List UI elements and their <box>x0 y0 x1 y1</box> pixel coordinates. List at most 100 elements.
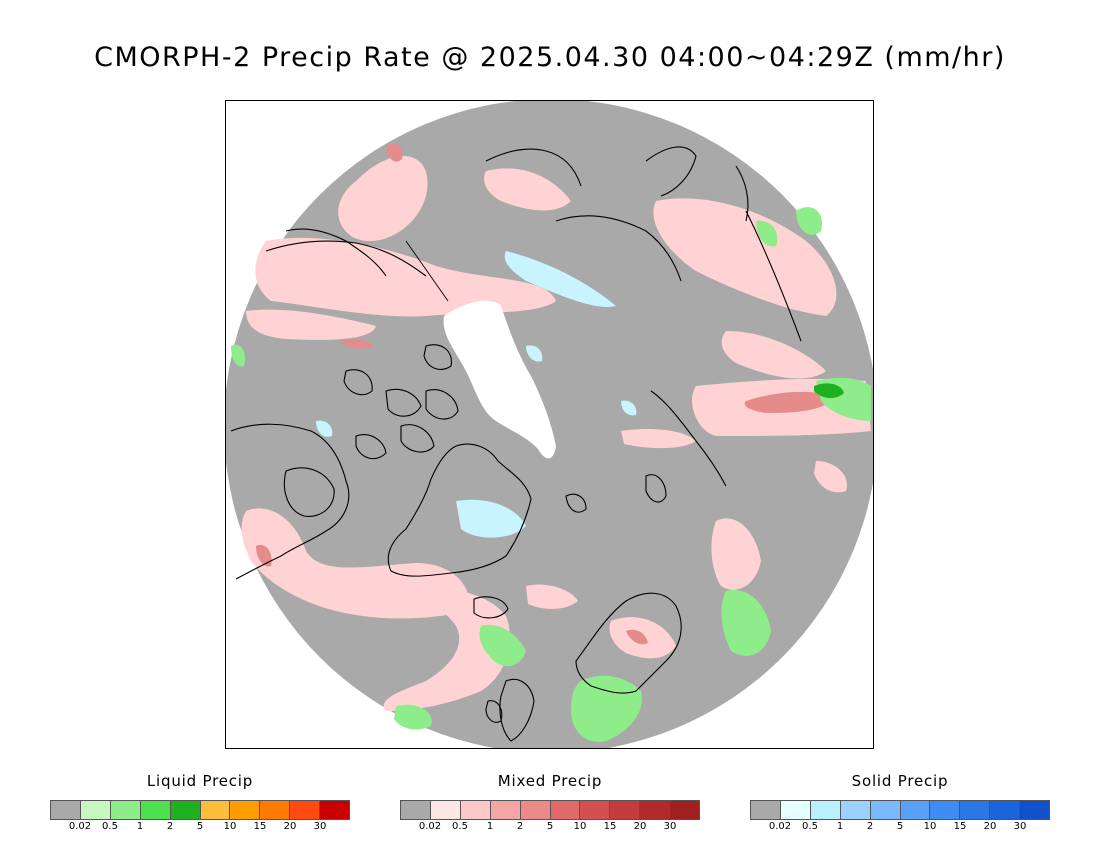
coastlines <box>230 146 802 742</box>
precip-region <box>721 590 771 656</box>
legend-swatch <box>51 801 81 819</box>
coastline-svalbard <box>565 493 587 513</box>
legend-swatch <box>960 801 991 819</box>
precip-region <box>653 198 837 316</box>
legend-tick-label: 5 <box>196 821 204 832</box>
legend-swatch <box>930 801 961 819</box>
precip-region <box>246 309 376 340</box>
legend-swatch <box>430 801 461 819</box>
precip-map <box>226 101 873 748</box>
no-data-area <box>443 300 556 459</box>
coastline-north-america <box>265 240 427 277</box>
legend-swatch <box>580 801 611 819</box>
legend-swatch <box>870 801 901 819</box>
coastline-britain <box>499 678 535 742</box>
precip-region <box>504 251 616 307</box>
legend-tick-label: 15 <box>603 821 617 832</box>
legend-tick-label: 30 <box>1013 821 1027 832</box>
legend-colorbar <box>750 800 1050 820</box>
mixed-precip-areas <box>241 155 871 711</box>
legend-tick-label: 0.5 <box>802 821 818 832</box>
legend-tick-label: 2 <box>166 821 174 832</box>
legend-swatch <box>640 801 671 819</box>
precip-region <box>721 331 826 379</box>
precip-region <box>814 461 847 493</box>
precip-region <box>526 584 578 609</box>
precip-region <box>256 544 272 567</box>
legend-swatch <box>990 801 1021 819</box>
coastline-island <box>385 388 422 417</box>
legend-swatch <box>751 801 781 819</box>
legend-tick-label: 0.5 <box>102 821 118 832</box>
legend-tick-label: 20 <box>633 821 647 832</box>
legend-title: Mixed Precip <box>497 772 603 790</box>
legend-tick-label: 5 <box>896 821 904 832</box>
legend-tick-label: 0.5 <box>452 821 468 832</box>
legend-swatch <box>900 801 931 819</box>
legend-swatch <box>550 801 581 819</box>
precip-region <box>571 675 642 742</box>
legend-tick-label: 2 <box>866 821 874 832</box>
legend-swatch <box>200 801 231 819</box>
legend-swatch <box>401 801 431 819</box>
legend-swatch <box>320 801 350 819</box>
solid-precip-areas <box>316 251 637 538</box>
precip-region <box>711 518 761 590</box>
coastline-scandinavia <box>575 592 682 694</box>
liquid-precip-heavy <box>814 383 844 399</box>
legend-swatch <box>1020 801 1050 819</box>
mixed-precip-heavy <box>256 143 836 645</box>
legend-swatch <box>520 801 551 819</box>
legend-swatch <box>460 801 491 819</box>
legend-swatch <box>260 801 291 819</box>
legend-mixed: Mixed Precip 0.02 0.5 1 2 5 10 15 20 30 <box>400 772 700 835</box>
legend-tick-label: 1 <box>836 821 844 832</box>
legend-tick-label: 0.02 <box>68 821 92 832</box>
legend-tick-label: 10 <box>223 821 237 832</box>
precip-region <box>338 155 428 242</box>
coastline-island <box>355 434 387 460</box>
precip-region <box>255 237 556 317</box>
legend-tick-label: 2 <box>516 821 524 832</box>
legend-ticks: 0.02 0.5 1 2 5 10 15 20 30 <box>400 821 700 835</box>
coastline-island <box>425 389 459 420</box>
precip-region <box>756 220 778 247</box>
precip-region <box>231 344 246 367</box>
legend-ticks: 0.02 0.5 1 2 5 10 15 20 30 <box>50 821 350 835</box>
legend-tick-label: 15 <box>953 821 967 832</box>
legend-swatch <box>110 801 141 819</box>
legend-tick-label: 20 <box>983 821 997 832</box>
coastline-hudson-bay <box>283 467 335 517</box>
legend-colorbar <box>50 800 350 820</box>
coastline-asia <box>745 210 802 342</box>
precip-region <box>814 383 844 399</box>
legend-tick-label: 15 <box>253 821 267 832</box>
legend-liquid: Liquid Precip 0.02 0.5 1 2 5 10 15 20 30 <box>50 772 350 835</box>
legend-swatch <box>490 801 521 819</box>
legend-swatch <box>140 801 171 819</box>
legend-swatch <box>610 801 641 819</box>
coastline-japan <box>735 165 749 222</box>
precip-region <box>621 429 696 449</box>
precip-region <box>796 207 822 235</box>
legend-title: Liquid Precip <box>146 772 254 790</box>
page-title: CMORPH-2 Precip Rate @ 2025.04.30 04:00~… <box>94 42 1006 73</box>
precip-region <box>484 168 571 211</box>
legend-swatch <box>810 801 841 819</box>
coastline-alaska <box>285 228 387 277</box>
legend-swatch <box>170 801 201 819</box>
legend-tick-label: 10 <box>923 821 937 832</box>
coastline-island <box>343 369 373 396</box>
coastline-novaya-zemlya <box>645 474 667 503</box>
legend-solid: Solid Precip 0.02 0.5 1 2 5 10 15 20 30 <box>750 772 1050 835</box>
precip-region <box>316 420 333 437</box>
coastline-iceland <box>473 596 509 619</box>
precip-region <box>456 499 526 538</box>
legend-tick-label: 10 <box>573 821 587 832</box>
coastline-island <box>423 344 452 370</box>
legend-ticks: 0.02 0.5 1 2 5 10 15 20 30 <box>750 821 1050 835</box>
legend-swatch <box>670 801 700 819</box>
coastline-kamchatka <box>645 146 697 197</box>
legend-swatch <box>290 801 321 819</box>
precip-region <box>626 629 648 645</box>
